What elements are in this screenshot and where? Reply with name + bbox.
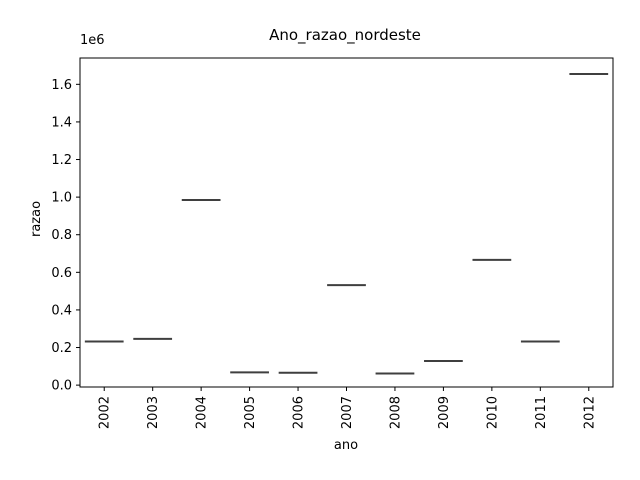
y-tick-label: 1.2 <box>51 153 72 168</box>
y-axis-label: razao <box>29 201 44 237</box>
y-tick-label: 0.4 <box>51 303 72 318</box>
x-ticks: 2002 2003 2004 2005 2006 2007 2008 2009 2010 2011… <box>98 387 597 429</box>
y-ticks: 0.0 0.2 0.4 0.6 0.8 1.0 1.2 1.4 1.6 <box>51 78 80 394</box>
y-tick-label: 0.0 <box>51 379 72 394</box>
y-tick-label: 0.8 <box>51 228 72 243</box>
x-tick-label: 2004 <box>195 396 210 429</box>
x-tick-label: 2002 <box>98 396 113 429</box>
x-tick-label: 2005 <box>243 396 258 429</box>
chart-title: Ano_razao_nordeste <box>269 26 421 45</box>
x-tick-label: 2003 <box>146 396 161 429</box>
x-tick-label: 2011 <box>534 396 549 429</box>
y-tick-label: 0.2 <box>51 341 72 356</box>
x-axis-label: ano <box>334 438 358 453</box>
y-tick-label: 1.4 <box>51 115 72 130</box>
x-tick-label: 2012 <box>582 396 597 429</box>
y-tick-label: 1.0 <box>51 191 72 206</box>
plot-marks <box>84 72 609 375</box>
plot-frame <box>79 57 614 388</box>
y-offset-label: 1e6 <box>80 33 105 48</box>
y-tick-label: 0.6 <box>51 266 72 281</box>
x-tick-label: 2007 <box>340 396 355 429</box>
x-tick-label: 2010 <box>485 396 500 429</box>
y-tick-label: 1.6 <box>51 78 72 93</box>
x-tick-label: 2006 <box>292 396 307 429</box>
x-tick-label: 2009 <box>437 396 452 429</box>
x-tick-label: 2008 <box>388 396 403 429</box>
